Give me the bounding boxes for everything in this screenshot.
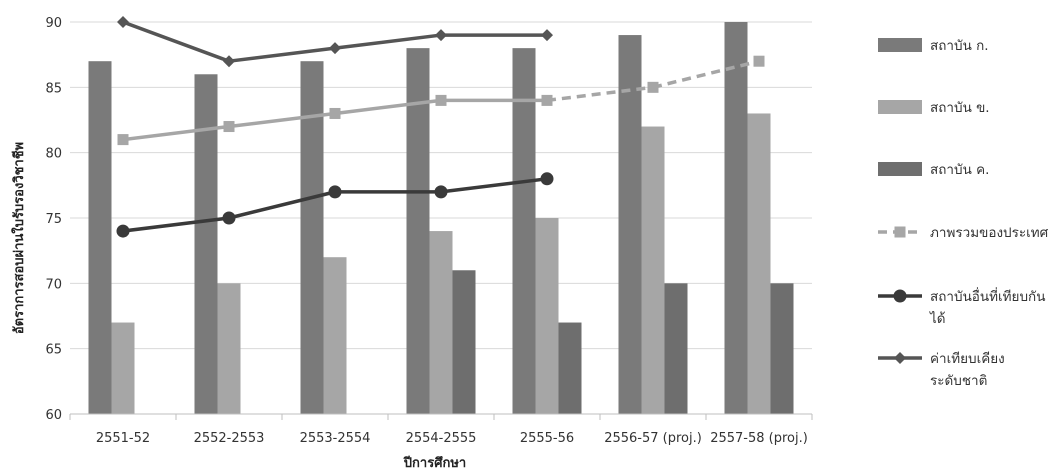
bar — [429, 231, 453, 414]
bar — [452, 270, 476, 414]
circle-marker — [893, 289, 907, 303]
square-marker — [541, 94, 553, 106]
bar — [618, 35, 642, 415]
bar — [88, 61, 112, 414]
y-tick-label: 65 — [45, 343, 62, 358]
diamond-marker — [894, 352, 906, 364]
x-tick-label: 2557-58 (proj.) — [710, 431, 808, 446]
bar — [641, 126, 665, 415]
y-tick-label: 70 — [45, 277, 62, 292]
legend-swatch — [878, 100, 922, 114]
x-tick-label: 2556-57 (proj.) — [604, 431, 702, 446]
legend-label: สถาบัน ข. — [930, 100, 990, 116]
bar — [664, 283, 688, 414]
x-tick-label: 2554-2555 — [406, 431, 477, 446]
line-series — [116, 16, 765, 238]
series-line-segment — [121, 216, 231, 233]
series-line-segment — [333, 33, 443, 50]
bars — [88, 22, 794, 415]
legend-label: สถาบัน ค. — [930, 162, 989, 178]
series-line-segment — [227, 46, 337, 63]
y-tick-label: 60 — [45, 408, 62, 423]
series-line-segment — [121, 124, 231, 142]
y-tick-label: 90 — [45, 16, 62, 31]
square-marker — [894, 226, 906, 238]
bar — [323, 257, 347, 414]
x-tick-label: 2553-2554 — [300, 431, 371, 446]
diamond-marker — [541, 29, 553, 42]
bar — [535, 218, 559, 414]
legend-swatch — [878, 38, 922, 52]
bar — [406, 48, 430, 415]
bar — [770, 283, 794, 414]
square-marker — [117, 134, 129, 146]
bar — [300, 61, 324, 414]
circle-marker — [540, 172, 554, 186]
series-line-segment — [333, 98, 443, 116]
series-line-segment — [546, 85, 654, 103]
bar — [194, 74, 218, 415]
square-marker — [223, 121, 235, 133]
y-axis-title: อัตราการสอบผ่านใบรับรองวิชาชีพ — [10, 142, 27, 334]
diamond-marker — [329, 42, 341, 55]
bar — [747, 113, 771, 414]
legend-label-line2: ระดับชาติ — [930, 373, 987, 389]
circle-marker — [116, 224, 130, 238]
series-line-segment — [652, 59, 760, 90]
bar — [724, 22, 748, 414]
axes: 60 65 70 75 80 85 90 2551-52 2552-2553 2553-2554 2… — [45, 16, 813, 446]
circle-marker — [434, 185, 448, 199]
y-tick-label: 80 — [45, 147, 62, 162]
legend-swatch — [878, 162, 922, 176]
square-marker — [753, 55, 765, 67]
circle-marker — [328, 185, 342, 199]
series-line-segment — [439, 177, 549, 194]
series-line-segment — [227, 111, 337, 129]
x-tick-label: 2551-52 — [96, 431, 150, 446]
legend-label: สถาบัน ก. — [930, 38, 989, 54]
series-line-segment — [121, 20, 231, 63]
legend-label-line2: ได้ — [929, 311, 946, 327]
x-tick-label: 2552-2553 — [194, 431, 265, 446]
circle-marker — [222, 211, 236, 225]
legend-label: ภาพรวมของประเทศ — [930, 225, 1049, 241]
diamond-marker — [223, 55, 235, 68]
legend-label: สถาบันอื่นที่เทียบกัน — [930, 287, 1045, 305]
bar — [111, 322, 135, 414]
legend: สถาบัน ก. สถาบัน ข. สถาบัน ค. ภาพรวมของประเ… — [878, 38, 1049, 389]
square-marker — [435, 94, 447, 106]
y-tick-label: 75 — [45, 212, 62, 227]
diamond-marker — [435, 29, 447, 42]
bar — [512, 48, 536, 415]
y-tick-label: 85 — [45, 81, 62, 96]
diamond-marker — [117, 16, 129, 28]
series-line-segment — [227, 190, 337, 220]
square-marker — [647, 81, 659, 93]
x-tick-label: 2555-56 — [520, 431, 574, 446]
x-axis-title: ปีการศึกษา — [403, 455, 466, 471]
square-marker — [329, 107, 341, 119]
bar — [558, 322, 582, 414]
bar — [217, 283, 241, 414]
legend-label: ค่าเทียบเคียง — [930, 351, 1005, 367]
